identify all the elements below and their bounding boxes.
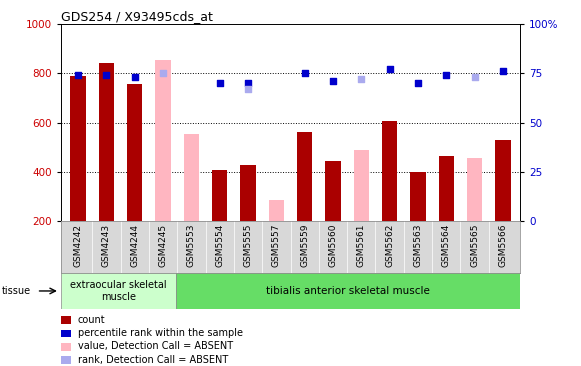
Point <box>243 80 253 86</box>
Text: GDS254 / X93495cds_at: GDS254 / X93495cds_at <box>61 10 213 23</box>
Text: tissue: tissue <box>2 286 31 296</box>
Text: GSM4243: GSM4243 <box>102 224 111 267</box>
Bar <box>184 134 199 221</box>
Point <box>413 80 422 86</box>
Text: GSM4244: GSM4244 <box>130 224 139 267</box>
Bar <box>61 329 71 337</box>
Bar <box>382 122 397 221</box>
Text: GSM5562: GSM5562 <box>385 224 394 268</box>
Bar <box>61 343 71 351</box>
Point <box>442 72 451 78</box>
Text: GSM4242: GSM4242 <box>74 224 83 267</box>
Text: GSM5555: GSM5555 <box>243 224 253 268</box>
Bar <box>155 60 171 221</box>
Text: GSM5560: GSM5560 <box>328 224 338 268</box>
Point <box>328 78 338 84</box>
Point <box>357 76 366 82</box>
Bar <box>325 161 341 221</box>
Bar <box>240 165 256 221</box>
Point <box>243 86 253 92</box>
Bar <box>61 356 71 364</box>
Bar <box>439 156 454 221</box>
Bar <box>467 158 482 221</box>
Text: extraocular skeletal
muscle: extraocular skeletal muscle <box>70 280 167 302</box>
Text: GSM5564: GSM5564 <box>442 224 451 268</box>
Text: GSM5557: GSM5557 <box>272 224 281 268</box>
Text: GSM5561: GSM5561 <box>357 224 366 268</box>
Text: GSM5565: GSM5565 <box>470 224 479 268</box>
Text: GSM5566: GSM5566 <box>498 224 507 268</box>
Text: percentile rank within the sample: percentile rank within the sample <box>78 328 243 338</box>
Bar <box>61 316 71 324</box>
Point <box>102 72 111 78</box>
Bar <box>495 140 511 221</box>
Text: value, Detection Call = ABSENT: value, Detection Call = ABSENT <box>78 341 233 351</box>
Bar <box>70 76 86 221</box>
Text: rank, Detection Call = ABSENT: rank, Detection Call = ABSENT <box>78 355 228 365</box>
Bar <box>212 169 227 221</box>
Bar <box>297 132 313 221</box>
Bar <box>127 84 142 221</box>
Text: count: count <box>78 315 105 325</box>
Bar <box>99 63 114 221</box>
Point <box>159 70 168 76</box>
Text: GSM4245: GSM4245 <box>159 224 167 267</box>
Bar <box>61 273 175 309</box>
Bar <box>410 172 426 221</box>
Text: GSM5554: GSM5554 <box>215 224 224 268</box>
Point <box>300 70 309 76</box>
Text: GSM5559: GSM5559 <box>300 224 309 268</box>
Point <box>73 72 83 78</box>
Text: GSM5553: GSM5553 <box>187 224 196 268</box>
Text: GSM5563: GSM5563 <box>414 224 422 268</box>
Point <box>385 66 394 72</box>
Bar <box>354 150 369 221</box>
Point <box>215 80 224 86</box>
Bar <box>268 201 284 221</box>
Point <box>130 74 139 80</box>
Text: tibialis anterior skeletal muscle: tibialis anterior skeletal muscle <box>266 286 430 296</box>
Point <box>470 74 479 80</box>
Bar <box>175 273 520 309</box>
Point <box>498 68 508 74</box>
